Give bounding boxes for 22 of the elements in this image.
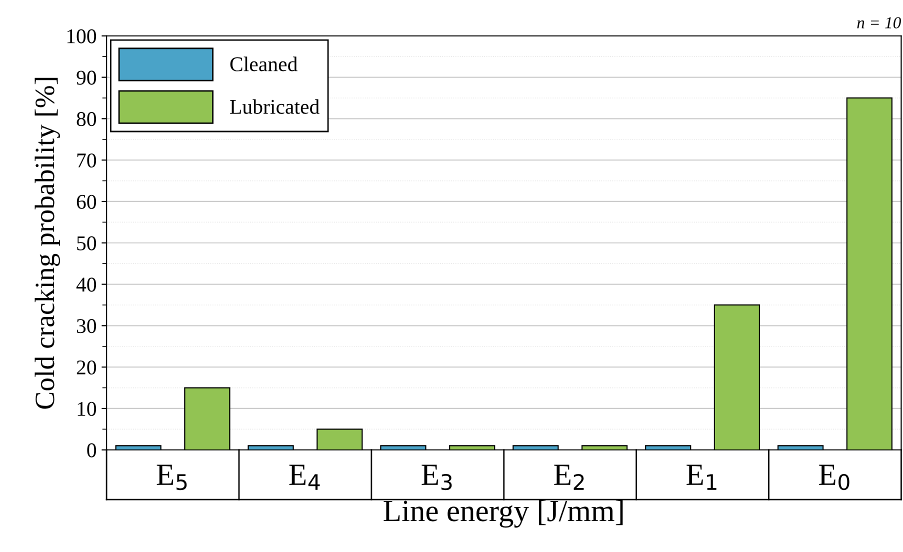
y-tick-label: 90 [76, 70, 96, 85]
x-tick-label: E$_{3}$ [422, 464, 452, 490]
y-tick-label: 0 [87, 443, 96, 458]
y-tick-label: 80 [76, 112, 96, 126]
y-tick-label: 60 [76, 194, 96, 209]
y-tick-label: 40 [76, 278, 96, 292]
x-tick-label: E$_{1}$ [686, 464, 716, 490]
x-tick-label: E$_{2}$ [554, 464, 584, 490]
x-tick-label: E$_{4}$ [289, 464, 320, 490]
text: n = 10 [857, 17, 901, 28]
y-tick-label: 100 [67, 29, 96, 44]
legend-label: Cleaned [230, 56, 298, 72]
y-tick-label: 50 [77, 236, 96, 250]
x-tick-label: E$_{0}$ [819, 464, 850, 490]
y-axis-title: Cold cracking probability [%] [34, 78, 60, 409]
y-tick-label: 10 [78, 402, 96, 416]
y-tick-label: 70 [77, 153, 96, 168]
x-axis-title: Line energy [J/mm] [384, 500, 623, 528]
y-tick-label: 30 [76, 319, 96, 334]
y-tick-label: 20 [76, 360, 96, 375]
legend-label: Lubricated [230, 99, 320, 114]
x-tick-label: E$_{5}$ [156, 464, 187, 490]
